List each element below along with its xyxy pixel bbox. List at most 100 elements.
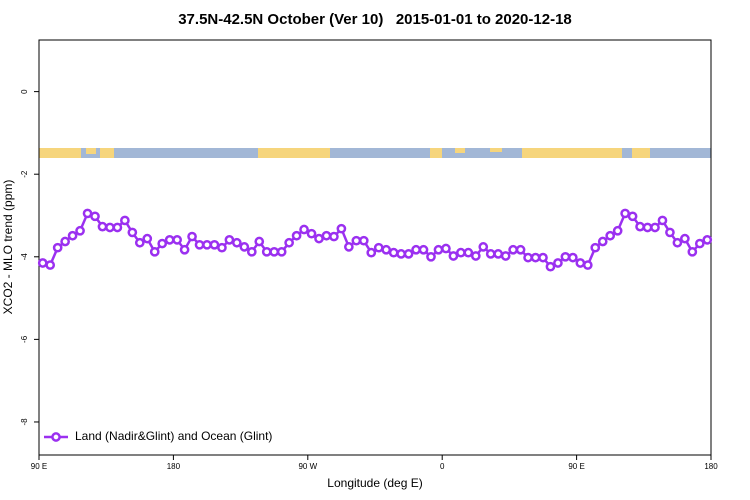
- data-point: [75, 225, 85, 236]
- data-point: [530, 252, 541, 263]
- data-point: [456, 247, 466, 258]
- data-point: [82, 208, 93, 219]
- x-tick-label: 90 E: [568, 462, 584, 471]
- data-point: [560, 251, 571, 262]
- data-point: [582, 260, 593, 270]
- data-point: [478, 242, 489, 252]
- data-point: [545, 261, 556, 272]
- data-point: [246, 246, 257, 257]
- data-point: [299, 224, 309, 235]
- data-point: [164, 235, 175, 245]
- data-point: [291, 230, 302, 241]
- data-point: [239, 242, 250, 252]
- data-point: [179, 244, 190, 255]
- data-point: [396, 249, 406, 259]
- data-point: [269, 246, 280, 257]
- x-tick-label: 90 W: [298, 462, 317, 471]
- data-point: [45, 260, 56, 270]
- data-point: [635, 221, 645, 232]
- data-point: [508, 244, 518, 255]
- data-point: [485, 249, 496, 259]
- data-point: [67, 230, 78, 241]
- data-point: [426, 251, 436, 262]
- y-tick-label: 0: [20, 89, 29, 94]
- data-point: [388, 247, 399, 258]
- data-point: [500, 251, 511, 261]
- data-point: [605, 230, 616, 241]
- data-point: [366, 247, 377, 258]
- x-tick-label: 90 E: [31, 462, 47, 471]
- y-tick-label: -6: [20, 335, 29, 343]
- data-point: [358, 235, 369, 246]
- land-ocean-strip: [39, 148, 711, 158]
- data-point: [52, 242, 63, 253]
- data-point: [523, 252, 533, 263]
- data-point: [620, 208, 630, 219]
- data-point: [314, 233, 324, 244]
- data-point: [575, 258, 586, 268]
- x-tick-label: 180: [704, 462, 718, 471]
- y-tick-label: -8: [20, 418, 29, 426]
- data-point: [515, 244, 526, 255]
- data-point: [493, 249, 504, 259]
- data-point: [217, 242, 227, 253]
- data-point: [120, 215, 130, 226]
- data-point: [202, 239, 212, 250]
- data-point: [172, 235, 182, 245]
- data-point: [127, 227, 138, 238]
- data-point: [321, 230, 332, 241]
- data-point: [597, 236, 608, 247]
- data-point: [463, 247, 474, 258]
- x-tick-label: 180: [167, 462, 181, 471]
- data-point: [97, 221, 108, 232]
- x-tick-label: 0: [440, 462, 445, 471]
- data-point: [590, 242, 601, 253]
- legend-marker: [51, 432, 61, 442]
- data-point: [642, 222, 653, 233]
- data-point: [37, 258, 48, 268]
- data-point: [142, 233, 153, 244]
- data-point: [224, 235, 235, 245]
- data-point: [276, 246, 287, 257]
- data-point: [553, 258, 563, 268]
- data-point: [694, 238, 705, 249]
- data-point: [448, 251, 459, 261]
- data-point: [336, 223, 347, 234]
- data-point: [403, 249, 414, 259]
- data-point: [441, 243, 451, 254]
- data-point: [433, 244, 444, 255]
- data-point: [254, 236, 265, 247]
- data-point: [381, 244, 392, 255]
- data-point: [538, 252, 548, 263]
- data-point: [194, 239, 205, 250]
- data-point: [568, 252, 578, 263]
- data-point: [665, 227, 675, 238]
- data-point: [157, 238, 168, 249]
- data-point: [470, 251, 481, 261]
- data-point: [687, 246, 698, 257]
- data-point: [373, 242, 384, 253]
- data-point: [650, 222, 660, 233]
- data-point: [344, 242, 354, 252]
- x-axis-label: Longitude (deg E): [327, 476, 422, 490]
- data-point: [284, 237, 294, 248]
- legend-label: Land (Nadir&Glint) and Ocean (Glint): [75, 429, 272, 443]
- data-point: [680, 233, 690, 244]
- data-point: [187, 231, 197, 242]
- data-point: [134, 237, 145, 248]
- data-point: [105, 222, 115, 233]
- data-point: [672, 237, 683, 248]
- data-point: [209, 239, 220, 250]
- data-point: [627, 211, 638, 222]
- data-point: [418, 244, 429, 255]
- data-point: [60, 236, 70, 247]
- data-point: [351, 235, 362, 246]
- data-point: [232, 237, 242, 248]
- data-point: [612, 225, 623, 236]
- data-point: [411, 244, 421, 255]
- data-point: [261, 246, 272, 257]
- plot-frame: [38, 39, 712, 456]
- data-point: [702, 235, 713, 245]
- data-point: [149, 246, 160, 257]
